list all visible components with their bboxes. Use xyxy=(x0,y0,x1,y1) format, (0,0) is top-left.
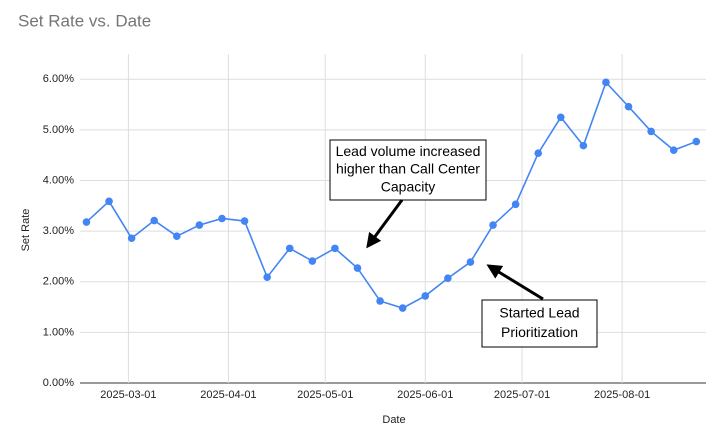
point xyxy=(466,258,475,266)
point xyxy=(669,146,678,154)
annotation-text: Lead volume increased xyxy=(336,143,481,159)
point xyxy=(82,218,91,226)
point xyxy=(534,149,543,158)
point xyxy=(579,141,588,150)
y-axis-label: Set Rate xyxy=(20,209,32,252)
annotation-text: Capacity xyxy=(381,178,435,194)
point xyxy=(285,244,294,253)
point xyxy=(263,273,271,282)
point xyxy=(489,221,497,229)
point xyxy=(444,274,452,283)
point xyxy=(421,292,430,300)
x-tick-label: 2025-08-01 xyxy=(594,389,650,401)
y-tick-label: 4.00% xyxy=(43,174,74,186)
annotation-arrow xyxy=(486,264,544,301)
y-tick-label: 3.00% xyxy=(43,225,74,237)
point xyxy=(195,221,204,229)
x-tick-label: 2025-06-01 xyxy=(397,389,453,401)
line xyxy=(85,80,697,309)
point xyxy=(511,200,520,209)
x-tick-label: 2025-07-01 xyxy=(494,389,550,401)
annotation-arrow xyxy=(366,199,404,249)
point xyxy=(647,127,655,136)
point xyxy=(398,304,407,312)
point xyxy=(105,197,113,206)
point xyxy=(173,232,181,241)
y-tick-label: 0.00% xyxy=(43,377,74,389)
point xyxy=(150,216,159,225)
point xyxy=(376,297,384,305)
x-tick-label: 2025-04-01 xyxy=(200,389,256,401)
chart-title: Set Rate vs. Date xyxy=(18,11,151,30)
annotation-box xyxy=(481,299,598,348)
y-tick-label: 6.00% xyxy=(43,73,74,85)
x-tick-label: 2025-03-01 xyxy=(100,389,156,401)
point xyxy=(308,257,317,265)
annotation-text: higher than Call Center xyxy=(336,161,480,177)
annotation-text: Prioritization xyxy=(501,324,578,340)
point xyxy=(331,244,339,253)
point xyxy=(692,137,701,146)
point xyxy=(353,264,362,272)
point xyxy=(218,214,226,223)
x-tick-label: 2025-05-01 xyxy=(297,389,353,401)
annotation-text: Started Lead xyxy=(499,304,579,320)
y-tick-label: 5.00% xyxy=(43,124,74,136)
point xyxy=(127,234,136,243)
y-tick-label: 2.00% xyxy=(43,276,74,288)
point xyxy=(556,113,565,122)
x-axis-label: Date xyxy=(382,414,405,426)
point xyxy=(602,78,610,87)
annotation-box xyxy=(329,139,487,201)
y-tick-label: 1.00% xyxy=(43,326,74,338)
point xyxy=(624,102,633,111)
point xyxy=(240,217,249,225)
